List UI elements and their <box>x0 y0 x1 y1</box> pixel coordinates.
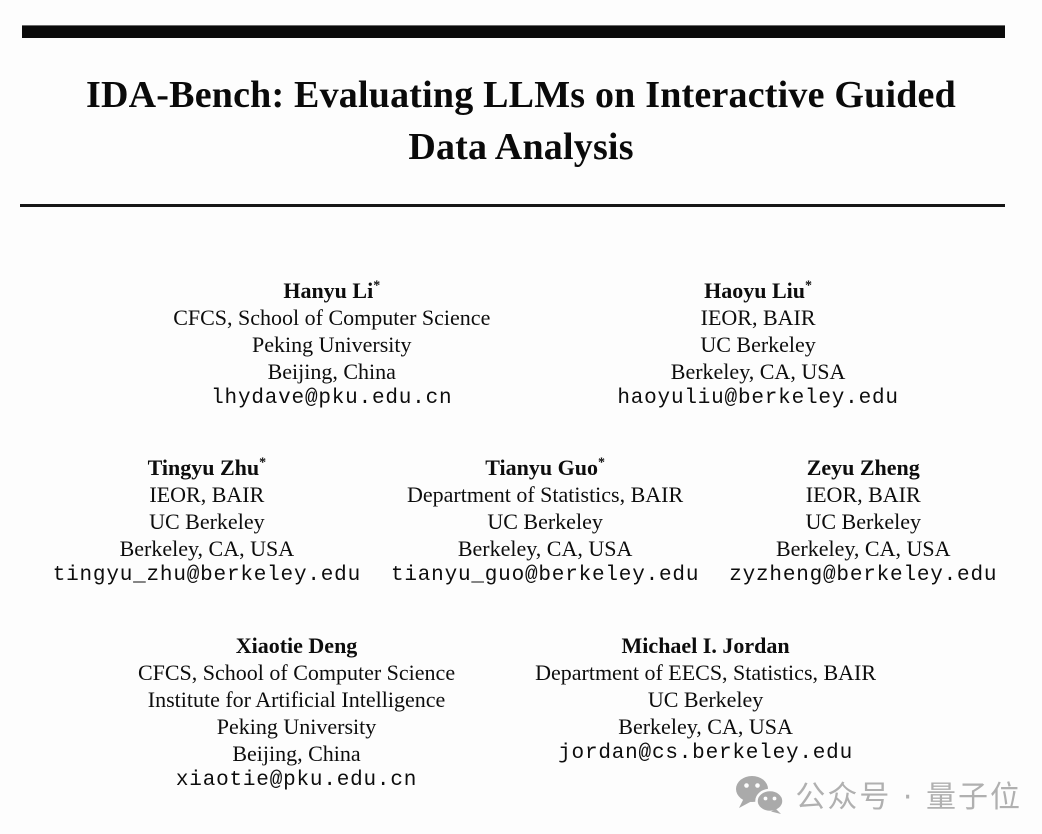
author-affiliation: Beijing, China <box>267 359 396 384</box>
author-affiliation: Berkeley, CA, USA <box>119 536 295 561</box>
author-email: tingyu_zhu@berkeley.edu <box>52 564 361 587</box>
equal-contribution-mark: * <box>597 455 605 471</box>
author-affiliation: Beijing, China <box>232 741 361 766</box>
watermark: 公众号 · 量子位 <box>733 772 1022 816</box>
author-affiliation: Berkeley, CA, USA <box>618 714 793 739</box>
author-name-text: Tingyu Zhu <box>147 455 260 480</box>
author-row-1: Hanyu Li* CFCS, School of Computer Scien… <box>15 277 1042 412</box>
author-affiliation: UC Berkeley <box>149 509 265 534</box>
author-email: xiaotie@pku.edu.cn <box>175 769 418 792</box>
author-block-zeyu-zheng: Zeyu Zheng IEOR, BAIR UC Berkeley Berkel… <box>729 454 997 589</box>
author-affiliation: UC Berkeley <box>487 509 603 534</box>
author-name-text: Tianyu Guo <box>485 455 598 480</box>
author-affiliation: Department of EECS, Statistics, BAIR <box>535 660 877 685</box>
author-name: Tianyu Guo* <box>391 454 699 481</box>
author-email: jordan@cs.berkeley.edu <box>558 742 853 765</box>
author-email: zyzheng@berkeley.edu <box>729 564 998 587</box>
author-affiliation: Berkeley, CA, USA <box>775 536 951 561</box>
author-name: Zeyu Zheng <box>729 454 997 481</box>
paper-title-line1: IDA-Bench: Evaluating LLMs on Interactiv… <box>86 74 956 116</box>
author-list: Hanyu Li* CFCS, School of Computer Scien… <box>0 277 1042 794</box>
author-name: Michael I. Jordan <box>535 632 876 659</box>
equal-contribution-mark: * <box>259 455 267 471</box>
author-affiliation: CFCS, School of Computer Science <box>173 305 491 330</box>
author-block-tianyu-guo: Tianyu Guo* Department of Statistics, BA… <box>391 454 699 589</box>
author-row-3: Xiaotie Deng CFCS, School of Computer Sc… <box>0 632 1028 794</box>
author-affiliation: Peking University <box>216 714 377 739</box>
author-affiliation: UC Berkeley <box>647 687 764 712</box>
equal-contribution-mark: * <box>805 278 812 294</box>
author-affiliation: IEOR, BAIR <box>700 305 816 330</box>
author-affiliation: IEOR, BAIR <box>149 482 265 507</box>
author-affiliation: CFCS, School of Computer Science <box>137 660 456 685</box>
author-block-tingyu-zhu: Tingyu Zhu* IEOR, BAIR UC Berkeley Berke… <box>53 454 361 589</box>
author-affiliation: IEOR, BAIR <box>805 482 921 507</box>
author-email: lhydave@pku.edu.cn <box>211 387 453 410</box>
watermark-text: 公众号 · 量子位 <box>795 780 1022 815</box>
title-separator-rule <box>20 204 1005 207</box>
paper-title: IDA-Bench: Evaluating LLMs on Interactiv… <box>0 69 1042 173</box>
author-affiliation: UC Berkeley <box>805 509 921 534</box>
author-email: tianyu_guo@berkeley.edu <box>390 564 700 587</box>
author-name: Haoyu Liu* <box>617 277 898 304</box>
author-email: haoyuliu@berkeley.edu <box>617 387 899 410</box>
author-name-text: Hanyu Li <box>283 278 374 303</box>
author-affiliation: UC Berkeley <box>700 332 816 357</box>
author-name-text: Xiaotie Deng <box>235 633 358 658</box>
author-block-haoyu-liu: Haoyu Liu* IEOR, BAIR UC Berkeley Berkel… <box>617 277 898 412</box>
wechat-icon <box>733 774 786 814</box>
author-affiliation: Berkeley, CA, USA <box>670 359 846 384</box>
author-affiliation: Berkeley, CA, USA <box>457 536 633 561</box>
author-name: Hanyu Li* <box>173 277 490 304</box>
author-block-xiaotie-deng: Xiaotie Deng CFCS, School of Computer Sc… <box>138 632 455 794</box>
author-name: Xiaotie Deng <box>138 632 455 659</box>
author-block-michael-jordan: Michael I. Jordan Department of EECS, St… <box>535 632 876 767</box>
top-rule <box>22 25 1005 38</box>
author-name-text: Haoyu Liu <box>704 278 805 303</box>
author-row-2: Tingyu Zhu* IEOR, BAIR UC Berkeley Berke… <box>4 454 1042 589</box>
equal-contribution-mark: * <box>373 278 381 294</box>
author-name-text: Michael I. Jordan <box>621 633 790 658</box>
paper-title-line2: Data Analysis <box>408 126 634 168</box>
author-name-text: Zeyu Zheng <box>806 455 920 480</box>
author-block-hanyu-li: Hanyu Li* CFCS, School of Computer Scien… <box>173 277 490 412</box>
author-affiliation: Institute for Artificial Intelligence <box>147 687 446 712</box>
author-name: Tingyu Zhu* <box>53 454 361 481</box>
author-affiliation: Department of Statistics, BAIR <box>407 482 684 507</box>
author-affiliation: Peking University <box>252 332 412 357</box>
